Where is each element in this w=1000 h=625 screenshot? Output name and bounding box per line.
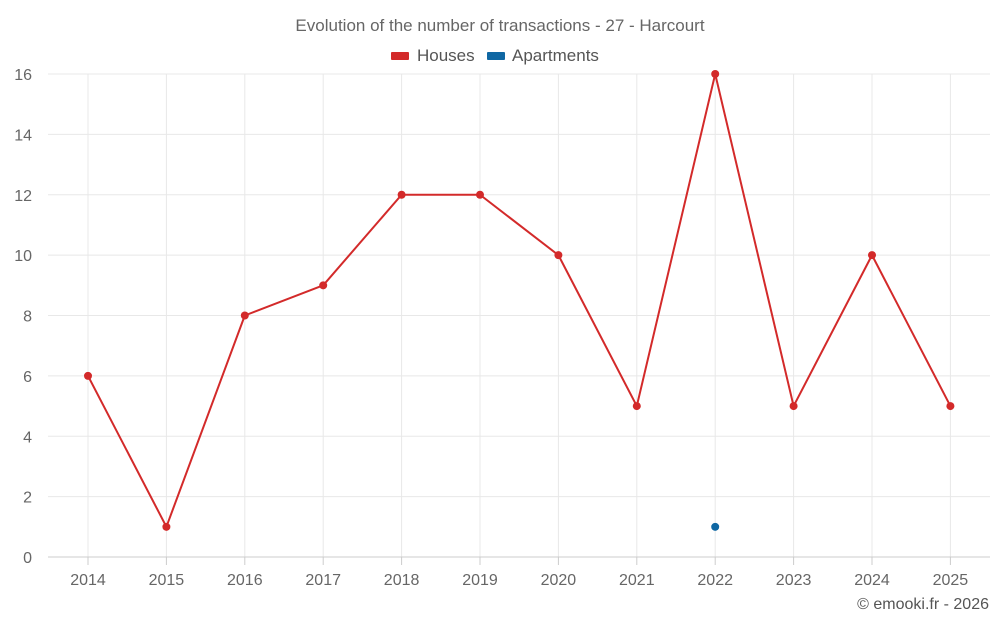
chart-title: Evolution of the number of transactions … [295,16,704,35]
data-point-houses[interactable] [789,402,798,411]
series [84,70,955,531]
x-tick-label: 2025 [933,572,969,589]
x-tick-label: 2022 [697,572,733,589]
y-tick-label: 12 [14,188,32,205]
x-tick-label: 2016 [227,572,263,589]
axes: 0 2 4 6 8 10 12 14 16 2014 2015 2016 2017 2018 2019 202… [14,67,990,589]
data-point-houses[interactable] [711,70,720,78]
data-point-houses[interactable] [868,251,876,260]
series-line-houses [87,73,952,528]
data-point-houses[interactable] [476,190,484,199]
x-tick-label: 2015 [149,572,185,589]
legend-swatch-houses [391,52,409,60]
credit-text: © emooki.fr - 2026 [857,596,989,613]
x-tick-label: 2020 [541,572,577,589]
x-tick-label: 2018 [384,572,420,589]
x-tick-label: 2021 [619,572,655,589]
data-point-houses[interactable] [632,402,641,411]
legend-swatch-apartments [487,52,505,60]
x-tick-label: 2023 [776,572,812,589]
y-tick-label: 0 [23,550,32,567]
grid [48,73,990,557]
y-tick-label: 6 [23,369,32,386]
data-point-houses[interactable] [554,251,563,260]
y-tick-label: 4 [23,429,32,446]
y-tick-label: 16 [14,67,32,84]
legend-item-houses[interactable]: Houses [391,46,475,65]
data-point-apartments[interactable] [711,522,720,531]
legend: Houses Apartments [391,46,599,65]
legend-label-apartments: Apartments [512,46,599,65]
y-tick-label: 10 [14,248,32,265]
x-tick-label: 2014 [70,572,106,589]
data-point-houses[interactable] [946,402,955,411]
data-point-houses[interactable] [240,311,249,320]
y-tick-label: 14 [14,127,32,144]
data-point-houses[interactable] [397,190,406,199]
y-tick-label: 8 [23,309,32,326]
data-point-houses[interactable] [84,371,92,380]
data-point-houses[interactable] [162,522,171,531]
y-tick-label: 2 [23,490,32,507]
legend-item-apartments[interactable]: Apartments [487,46,599,65]
legend-label-houses: Houses [417,46,475,65]
x-tick-label: 2024 [854,572,890,589]
x-tick-label: 2019 [462,572,498,589]
x-tick-label: 2017 [305,572,341,589]
data-point-houses[interactable] [319,281,328,290]
